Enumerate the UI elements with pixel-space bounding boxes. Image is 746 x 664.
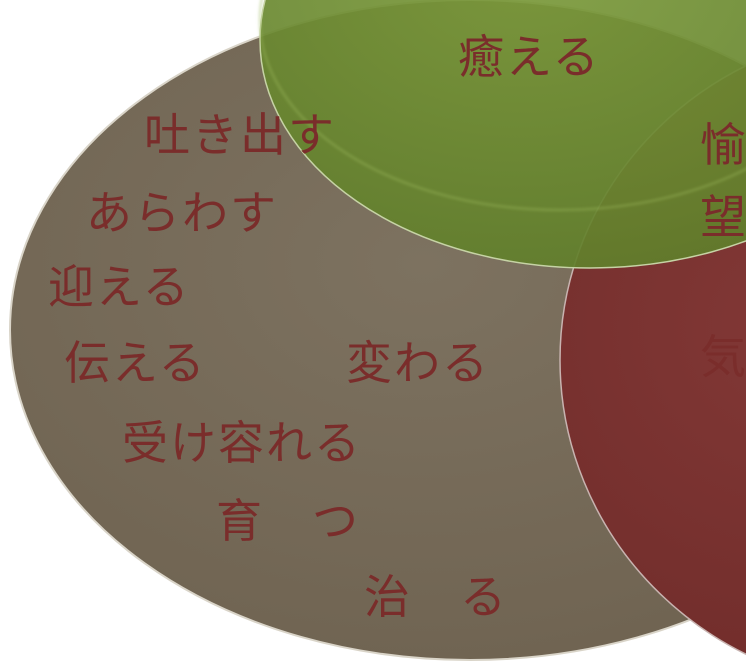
label-hakidasu: 吐き出す — [144, 108, 336, 162]
label-arawasu: あらわす — [86, 186, 278, 240]
label-ki: 気 — [700, 330, 746, 384]
green-circle-highlight — [258, 0, 746, 212]
label-kawaru: 変わる — [346, 336, 490, 390]
label-ukeireru: 受け容れる — [122, 416, 362, 470]
label-ieru: 癒える — [458, 30, 601, 84]
green-circle — [259, 0, 746, 269]
label-nozomu: 望 — [700, 190, 746, 244]
label-sodatsu: 育 つ — [216, 494, 360, 548]
label-yu: 愉 — [700, 118, 746, 172]
label-tsutaeru: 伝える — [64, 336, 207, 390]
label-mukaeru: 迎える — [48, 260, 191, 314]
label-naoru: 治 る — [364, 570, 508, 624]
